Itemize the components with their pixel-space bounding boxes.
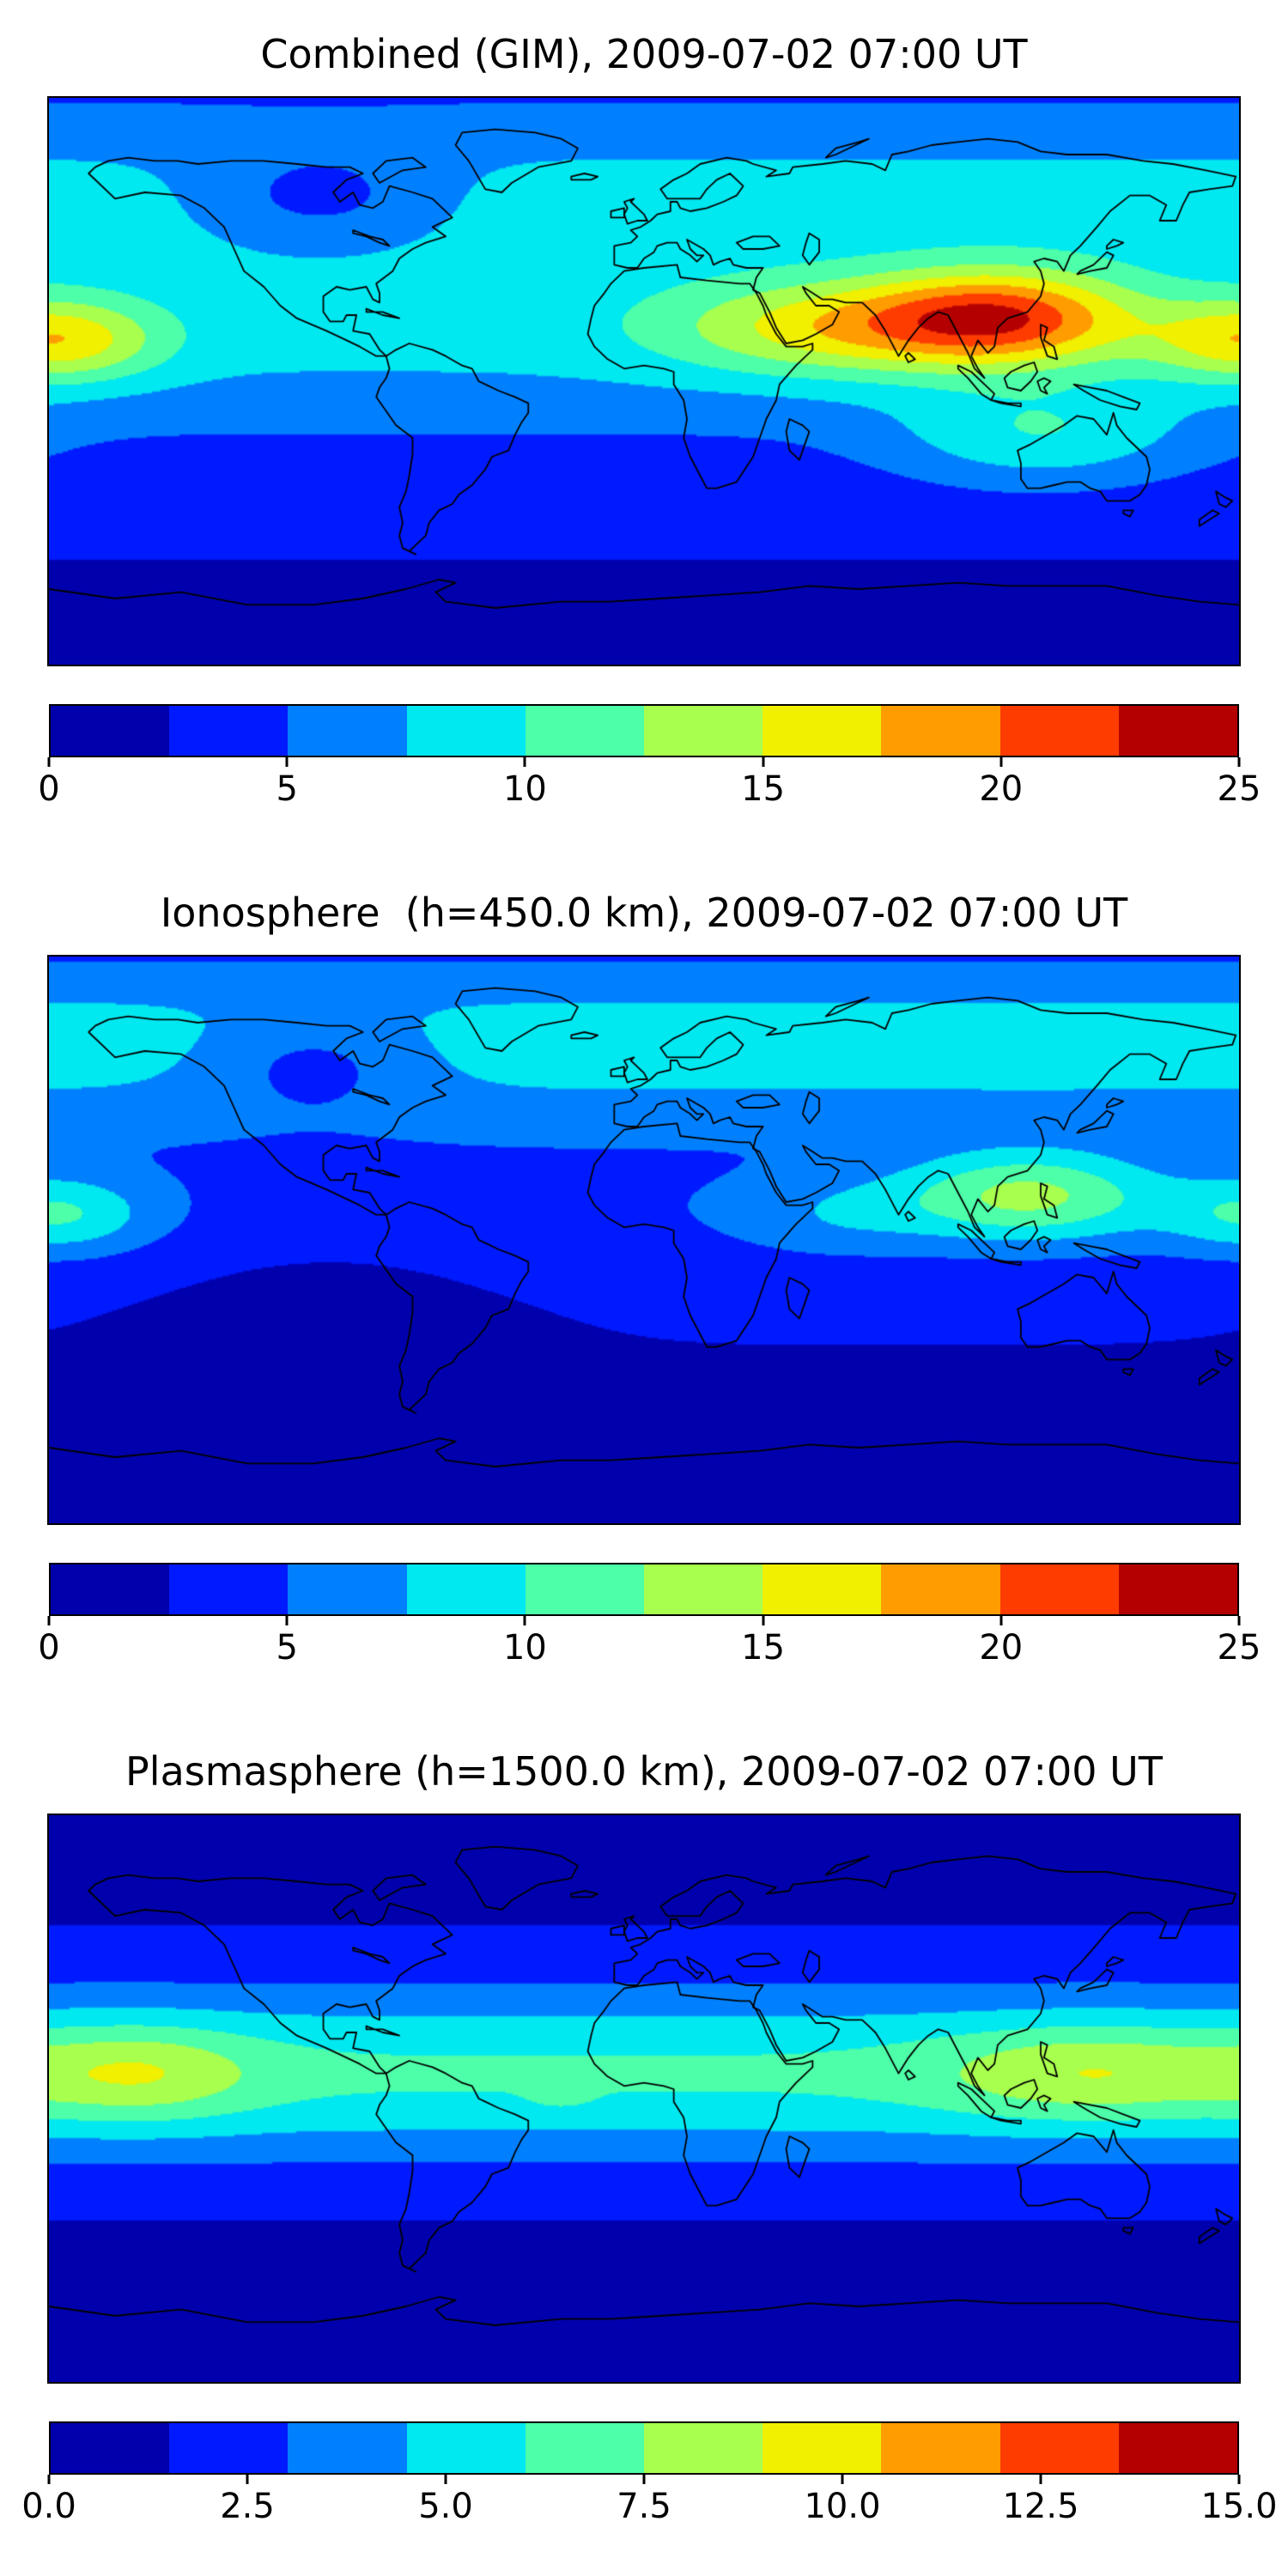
world-map-plasmasphere — [47, 1814, 1241, 2384]
colorbar-tick-label: 15 — [741, 1628, 786, 1668]
colorbar-tick-mark — [642, 2475, 646, 2484]
colorbar-tick-label: 15 — [741, 769, 786, 809]
colorbar-block-combined: 0 5 10 15 20 25 — [38, 704, 1261, 814]
colorbar-tick-mark — [47, 1616, 51, 1625]
colorbar-tick-mark — [841, 2475, 844, 2484]
colorbar-segment — [999, 1564, 1119, 1614]
colorbar-tick-mark — [246, 2475, 249, 2484]
map-canvas-combined — [49, 98, 1239, 665]
colorbar-ticks-plasmasphere: 0.0 2.5 5.0 7.5 10.0 12.5 15.0 — [21, 2475, 1278, 2531]
figure-plasmasphere: Plasmasphere (h=1500.0 km), 2009-07-02 0… — [0, 1717, 1288, 2576]
colorbar-plasmasphere — [49, 2421, 1239, 2475]
colorbar-tick-label: 25 — [1217, 769, 1261, 809]
colorbar-segment — [51, 2423, 170, 2473]
colorbar-segment — [644, 2423, 763, 2473]
colorbar-tick-mark — [523, 757, 526, 767]
map-canvas-ionosphere — [49, 957, 1239, 1523]
colorbar-segment — [525, 1564, 645, 1614]
colorbar-tick-mark — [1237, 1616, 1241, 1625]
colorbar-segment — [406, 2423, 526, 2473]
colorbar-segment — [644, 706, 763, 756]
colorbar-tick-mark — [999, 757, 1003, 767]
colorbar-segment — [1118, 2423, 1238, 2473]
colorbar-segment — [644, 1564, 763, 1614]
colorbar-tick-mark — [444, 2475, 447, 2484]
colorbar-segment — [881, 706, 1000, 756]
colorbar-tick-mark — [285, 1616, 289, 1625]
colorbar-tick-label: 0.0 — [21, 2487, 76, 2526]
colorbar-tick-mark — [1039, 2475, 1042, 2484]
world-map-ionosphere — [47, 955, 1241, 1525]
figure-title-combined: Combined (GIM), 2009-07-02 07:00 UT — [260, 31, 1028, 77]
colorbar-tick-mark — [47, 2475, 51, 2484]
colorbar-tick-label: 10.0 — [804, 2487, 881, 2526]
colorbar-segment — [999, 706, 1119, 756]
colorbar-segment — [762, 1564, 882, 1614]
colorbar-segment — [51, 1564, 170, 1614]
colorbar-tick-mark — [1237, 2475, 1241, 2484]
colorbar-segment — [169, 706, 289, 756]
colorbar-segment — [169, 2423, 289, 2473]
figure-combined: Combined (GIM), 2009-07-02 07:00 UT 0 5 10… — [0, 0, 1288, 859]
colorbar-segment — [51, 706, 170, 756]
colorbar-tick-label: 0 — [38, 769, 60, 809]
colorbar-tick-label: 5 — [276, 1628, 298, 1668]
colorbar-segment — [1118, 706, 1238, 756]
colorbar-segment — [762, 706, 882, 756]
colorbar-ionosphere — [49, 1563, 1239, 1616]
colorbar-tick-label: 2.5 — [220, 2487, 275, 2526]
colorbar-tick-mark — [285, 757, 289, 767]
colorbar-ticks-ionosphere: 0 5 10 15 20 25 — [38, 1616, 1261, 1673]
figure-title-ionosphere: Ionosphere (h=450.0 km), 2009-07-02 07:0… — [160, 890, 1128, 936]
colorbar-segment — [762, 2423, 882, 2473]
colorbar-block-plasmasphere: 0.0 2.5 5.0 7.5 10.0 12.5 15.0 — [21, 2421, 1278, 2531]
colorbar-segment — [999, 2423, 1119, 2473]
colorbar-tick-label: 5 — [276, 769, 298, 809]
colorbar-tick-label: 20 — [979, 769, 1024, 809]
colorbar-segment — [525, 2423, 645, 2473]
colorbar-tick-label: 15.0 — [1200, 2487, 1278, 2526]
colorbar-segment — [406, 1564, 526, 1614]
colorbar-segment — [169, 1564, 289, 1614]
colorbar-tick-label: 20 — [979, 1628, 1024, 1668]
colorbar-segment — [406, 706, 526, 756]
figure-ionosphere: Ionosphere (h=450.0 km), 2009-07-02 07:0… — [0, 859, 1288, 1717]
map-canvas-plasmasphere — [49, 1815, 1239, 2382]
colorbar-segment — [525, 706, 645, 756]
figure-title-plasmasphere: Plasmasphere (h=1500.0 km), 2009-07-02 0… — [125, 1748, 1163, 1795]
colorbar-segment — [1118, 1564, 1238, 1614]
world-map-combined — [47, 96, 1241, 666]
colorbar-segment — [288, 2423, 407, 2473]
colorbar-tick-label: 12.5 — [1002, 2487, 1079, 2526]
colorbar-tick-mark — [762, 1616, 765, 1625]
colorbar-segment — [881, 2423, 1000, 2473]
colorbar-tick-mark — [47, 757, 51, 767]
colorbar-tick-label: 10 — [502, 1628, 547, 1668]
colorbar-tick-label: 25 — [1217, 1628, 1261, 1668]
colorbar-tick-mark — [1237, 757, 1241, 767]
colorbar-tick-mark — [999, 1616, 1003, 1625]
colorbar-segment — [288, 1564, 407, 1614]
colorbar-tick-label: 7.5 — [617, 2487, 671, 2526]
colorbar-tick-label: 0 — [38, 1628, 60, 1668]
colorbar-block-ionosphere: 0 5 10 15 20 25 — [38, 1563, 1261, 1673]
colorbar-tick-mark — [523, 1616, 526, 1625]
colorbar-combined — [49, 704, 1239, 757]
colorbar-segment — [881, 1564, 1000, 1614]
colorbar-ticks-combined: 0 5 10 15 20 25 — [38, 757, 1261, 814]
colorbar-segment — [288, 706, 407, 756]
colorbar-tick-label: 5.0 — [418, 2487, 473, 2526]
colorbar-tick-label: 10 — [502, 769, 547, 809]
colorbar-tick-mark — [762, 757, 765, 767]
